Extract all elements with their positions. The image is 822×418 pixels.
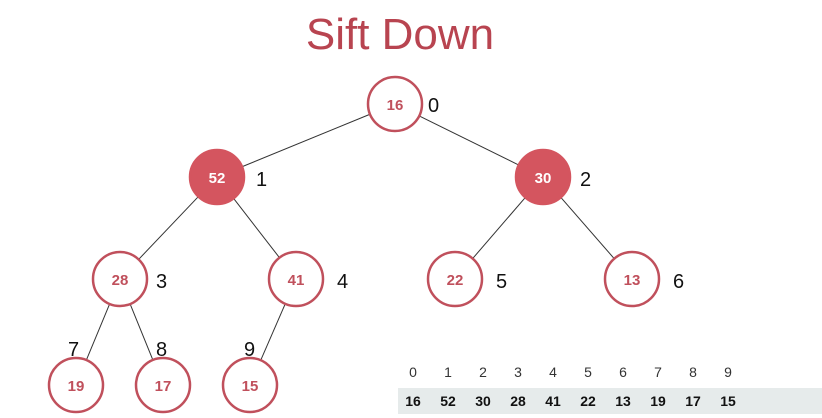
tree-edge (129, 303, 154, 361)
array-index-row: 0 1 2 3 4 5 6 7 8 9 (398, 362, 822, 384)
tree-edge (233, 198, 280, 258)
heap-node: 13 6 (603, 250, 684, 308)
heap-node-value: 41 (288, 272, 305, 289)
heap-node-value: 15 (242, 378, 259, 395)
array-index-cell: 5 (584, 364, 592, 380)
heap-node-index-label: 6 (673, 271, 684, 293)
heap-node-value: 19 (68, 378, 85, 395)
tree-edge (560, 197, 615, 259)
array-index-cell: 6 (619, 364, 627, 380)
array-index-cell: 8 (689, 364, 697, 380)
array-value-cell: 41 (545, 393, 561, 409)
tree-edge (418, 115, 520, 166)
heap-node-index-label: 3 (156, 271, 167, 293)
heap-node-circle (267, 250, 325, 308)
tree-edges (85, 113, 615, 361)
heap-node-value: 30 (535, 170, 552, 187)
heap-node-value: 16 (387, 97, 404, 114)
array-index-cell: 2 (479, 364, 487, 380)
heap-node-circle (134, 356, 192, 414)
heap-node-index-label: 2 (580, 169, 591, 191)
array-value-cell: 52 (440, 393, 456, 409)
heap-node-index-label: 4 (337, 271, 348, 293)
heap-node-circle-highlighted (514, 148, 572, 206)
heap-node-value: 52 (209, 170, 226, 187)
array-index-cell: 7 (654, 364, 662, 380)
heap-node: 41 4 (267, 250, 348, 308)
heap-node-circle (47, 356, 105, 414)
heap-node-index-label: 5 (496, 271, 507, 293)
heap-node-index-label: 1 (256, 169, 267, 191)
heap-node-circle (366, 75, 424, 133)
tree-edge (85, 303, 111, 361)
heap-node-value: 22 (447, 272, 464, 289)
heap-node: 28 3 (91, 250, 167, 308)
page-title: Sift Down (305, 10, 495, 59)
heap-node-circle (221, 356, 279, 414)
heap-node: 22 5 (426, 250, 507, 308)
heap-node-index-label: 0 (428, 95, 439, 117)
array-index-cell: 3 (514, 364, 522, 380)
array-value-cell: 30 (475, 393, 491, 409)
heap-node: 17 8 (134, 339, 192, 414)
heap-node: 16 0 (366, 75, 439, 133)
array-value-cell: 17 (685, 393, 701, 409)
heap-node-value: 13 (624, 272, 641, 289)
heap-node: 30 2 (514, 148, 591, 206)
heap-node: 19 7 (47, 339, 105, 414)
heap-node-index-label: 8 (156, 339, 167, 361)
tree-edge (260, 303, 286, 361)
array-value-cell: 28 (510, 393, 526, 409)
heap-node-circle (603, 250, 661, 308)
tree-edge (241, 113, 371, 168)
array-value-cell: 19 (650, 393, 666, 409)
heap-node-value: 17 (155, 378, 172, 395)
array-value-cell: 22 (580, 393, 596, 409)
heap-node-value: 28 (112, 272, 129, 289)
heap-array: 0 1 2 3 4 5 6 7 8 9 16 52 30 28 41 22 13 19 17 15 (398, 362, 822, 418)
array-index-cell: 1 (444, 364, 452, 380)
heap-node-index-label: 7 (68, 339, 79, 361)
array-index-cell: 9 (724, 364, 732, 380)
array-value-row: 16 52 30 28 41 22 13 19 17 15 (398, 388, 822, 414)
array-value-cell: 16 (405, 393, 421, 409)
tree-edge (472, 197, 526, 259)
heap-node-index-label: 9 (244, 339, 255, 361)
tree-edge (138, 196, 199, 260)
heap-node-circle (426, 250, 484, 308)
heap-node: 15 9 (221, 339, 279, 414)
array-index-cell: 4 (549, 364, 557, 380)
heap-node-circle-highlighted (188, 148, 246, 206)
array-value-cell: 13 (615, 393, 631, 409)
heap-node: 52 1 (188, 148, 267, 206)
heap-node-circle (91, 250, 149, 308)
array-index-cell: 0 (409, 364, 417, 380)
array-value-cell: 15 (720, 393, 736, 409)
